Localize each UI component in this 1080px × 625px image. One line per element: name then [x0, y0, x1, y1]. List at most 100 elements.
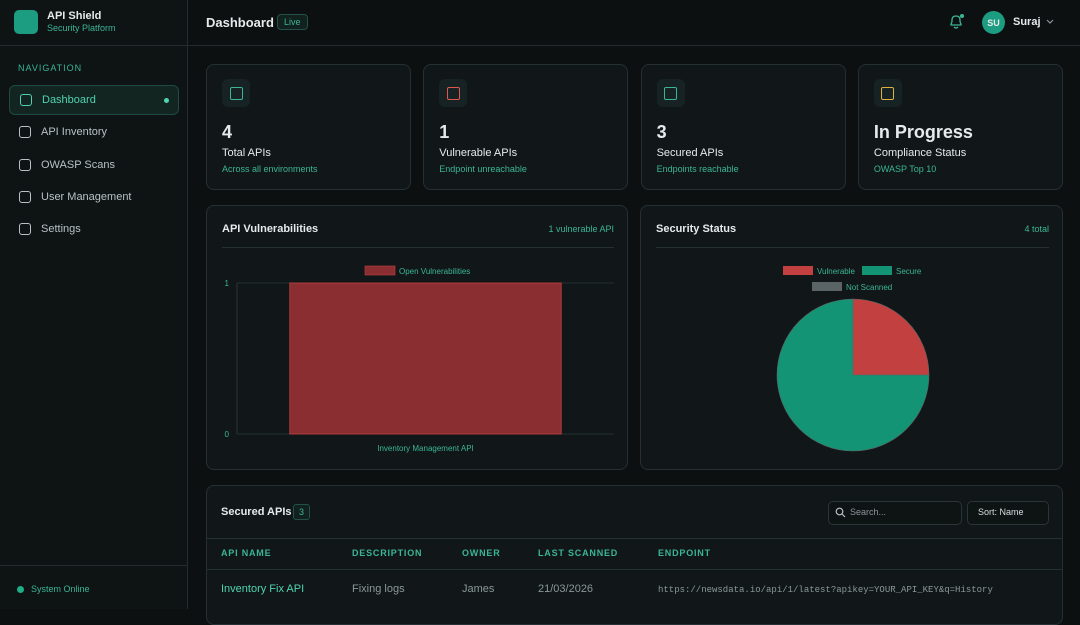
- stat-card: In Progress Compliance Status OWASP Top 10: [857, 64, 1063, 190]
- icon-glyph: [881, 86, 895, 100]
- nav-icon: [19, 223, 31, 236]
- y-tick-label: 1: [225, 279, 230, 288]
- stat-sub: Endpoints reachable: [656, 164, 739, 174]
- chart-subtitle: 4 total: [1024, 224, 1049, 234]
- bar: [289, 282, 562, 435]
- divider: [0, 565, 187, 566]
- legend-swatch: [783, 266, 813, 275]
- lens: [835, 507, 844, 516]
- nav-item[interactable]: Settings: [9, 214, 179, 244]
- user-name[interactable]: Suraj: [1013, 16, 1041, 28]
- pie-slice: [776, 298, 930, 452]
- nav-item[interactable]: Dashboard: [9, 85, 179, 115]
- nav-icon: [19, 190, 31, 203]
- stat-value: 1: [439, 122, 450, 142]
- status-text: System Online: [31, 584, 90, 594]
- nav-icon: [20, 94, 32, 106]
- chart-title: Security Status: [656, 223, 736, 235]
- table-cell: Fixing logs: [352, 583, 405, 595]
- icon-glyph: [446, 86, 460, 100]
- divider: [207, 569, 1062, 570]
- bar-chart: API Vulnerabilities 1 vulnerable API 0 1 Ope…: [222, 223, 614, 453]
- stat-icon: [222, 79, 250, 107]
- divider: [207, 538, 1062, 539]
- legend-label: Vulnerable: [817, 267, 856, 276]
- handle: [841, 513, 846, 518]
- stat-label: Vulnerable APIs: [439, 147, 518, 159]
- search-icon: [835, 507, 846, 518]
- status-dot: [17, 586, 24, 593]
- stat-label: Total APIs: [222, 147, 271, 159]
- legend-label: Secure: [896, 267, 922, 276]
- stat-icon: [656, 79, 685, 107]
- table-count: 3: [293, 504, 311, 520]
- column-header: LAST SCANNED: [538, 548, 619, 558]
- chart-title: API Vulnerabilities: [222, 223, 318, 235]
- legend-swatch: [364, 265, 396, 276]
- stat-card: 1 Vulnerable APIs Endpoint unreachable: [423, 64, 629, 190]
- legend-swatch: [862, 266, 892, 275]
- nav-icon: [19, 158, 31, 171]
- header-divider: [188, 45, 1080, 46]
- nav-label: User Management: [41, 190, 132, 203]
- logo: [14, 10, 38, 34]
- table-title: Secured APIs: [221, 506, 292, 518]
- table-cell: https://newsdata.io/api/1/latest?apikey=…: [658, 585, 993, 595]
- search-placeholder: Search...: [850, 507, 887, 517]
- chevron: [1046, 19, 1054, 24]
- pie-slice: [852, 298, 930, 376]
- stat-card: 4 Total APIs Across all environments: [206, 64, 411, 190]
- column-header: ENDPOINT: [658, 548, 711, 558]
- table-cell: 21/03/2026: [538, 583, 594, 595]
- stat-icon: [439, 79, 468, 107]
- column-header: OWNER: [462, 548, 501, 558]
- column-header: API NAME: [221, 548, 272, 558]
- table-cell: James: [462, 583, 495, 595]
- live-badge: Live: [277, 14, 308, 30]
- status-panel: Security Status 4 total Vulnerable Secure No…: [640, 205, 1063, 470]
- legend-label: Not Scanned: [846, 283, 892, 292]
- bell-dot: [960, 14, 964, 18]
- divider: [0, 45, 187, 46]
- nav-label: OWASP Scans: [41, 158, 115, 171]
- sort-label: Sort: Name: [978, 507, 1024, 517]
- stat-icon: [873, 79, 902, 107]
- app-tagline: Security Platform: [47, 23, 116, 33]
- stat-value: 3: [656, 122, 667, 142]
- stat-label: Compliance Status: [873, 147, 967, 159]
- nav-item[interactable]: OWASP Scans: [9, 150, 179, 180]
- pie-chart: Security Status 4 total Vulnerable Secure No…: [656, 223, 1049, 452]
- sort-select[interactable]: [967, 501, 1049, 525]
- stat-sub: Across all environments: [222, 164, 318, 174]
- active-dot: [164, 98, 169, 103]
- stat-value: In Progress: [873, 122, 973, 142]
- stat-label: Secured APIs: [656, 147, 724, 159]
- legend-label: Open Vulnerabilities: [399, 267, 470, 276]
- nav-item[interactable]: User Management: [9, 182, 179, 212]
- vulnerabilities-panel: API Vulnerabilities 1 vulnerable API 0 1 Ope…: [206, 205, 628, 470]
- avatar[interactable]: SU: [982, 11, 1005, 34]
- page-title: Dashboard: [206, 15, 274, 30]
- bell-icon: [950, 15, 962, 29]
- search-box[interactable]: [828, 501, 962, 525]
- table-cell: Inventory Fix API: [221, 583, 305, 595]
- stat-value: 4: [222, 122, 233, 142]
- chart-subtitle: 1 vulnerable API: [548, 224, 614, 234]
- column-header: DESCRIPTION: [352, 548, 423, 558]
- nav-label: Settings: [41, 223, 81, 236]
- stat-sub: OWASP Top 10: [873, 164, 937, 174]
- nav-heading: NAVIGATION: [18, 63, 83, 73]
- nav-icon: [19, 126, 31, 139]
- stat-sub: Endpoint unreachable: [439, 164, 527, 174]
- user-chevron[interactable]: [1045, 17, 1055, 27]
- y-tick-label: 0: [225, 430, 230, 439]
- nav-item[interactable]: API Inventory: [9, 117, 179, 147]
- icon-glyph: [229, 86, 243, 100]
- nav-label: Dashboard: [42, 94, 96, 106]
- icon-glyph: [664, 86, 678, 100]
- app-name: API Shield: [47, 10, 102, 22]
- legend-swatch: [812, 282, 842, 291]
- nav-label: API Inventory: [41, 126, 108, 139]
- notification-bell[interactable]: [948, 13, 966, 31]
